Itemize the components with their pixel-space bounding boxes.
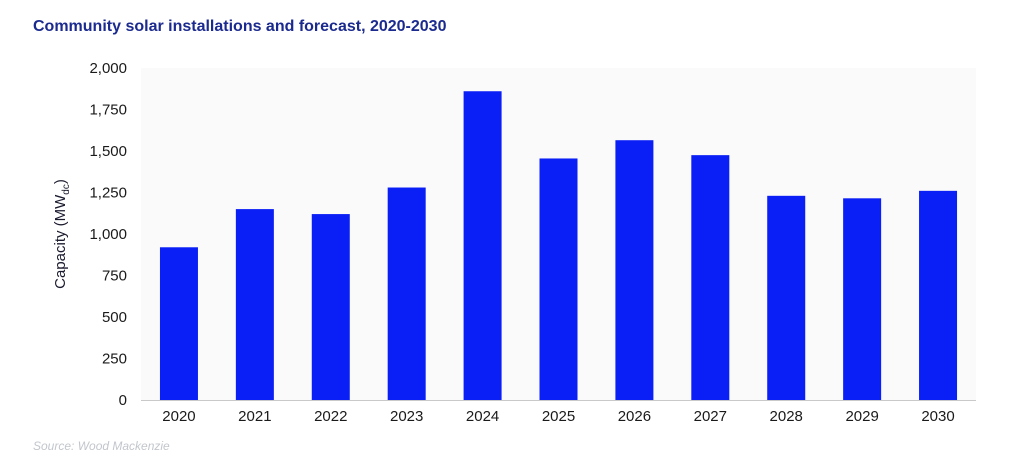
bar-2025 [539,158,578,400]
x-tick-label: 2023 [390,408,423,425]
y-tick-label: 1,250 [89,185,127,202]
bar-2020 [159,247,198,400]
y-tick-label: 2,000 [89,60,127,77]
y-axis-ticks: 0 250 500 750 1,000 1,250 1,500 1,750 2,000 [89,60,127,409]
x-tick-label: 2024 [466,408,499,425]
y-tick-label: 0 [119,392,127,409]
y-tick-label: 1,750 [89,102,127,119]
y-tick-label: 1,000 [89,226,127,243]
bar-2021 [235,209,274,400]
bars [159,91,958,401]
bar-2026 [615,140,654,400]
bar-2024 [463,91,502,401]
y-axis-label-main: Capacity (MW [52,194,69,289]
y-tick-label: 250 [102,351,127,368]
y-axis-label-subscript: dc [61,184,72,195]
x-tick-label: 2025 [542,408,575,425]
bar-2022 [311,214,350,400]
x-tick-label: 2027 [694,408,727,425]
bar-2028 [767,195,806,400]
bar-2027 [691,155,730,400]
y-tick-label: 750 [102,268,127,285]
bar-2023 [387,187,426,400]
x-tick-label: 2022 [314,408,347,425]
x-tick-label: 2029 [845,408,878,425]
x-tick-label: 2030 [921,408,954,425]
bar-2029 [843,198,882,400]
y-axis-label-close: ) [52,179,69,184]
x-tick-label: 2020 [162,408,195,425]
x-axis-ticks: 2020 2021 2022 2023 2024 2025 2026 2027 2028 2029… [162,408,954,425]
y-axis-label: Capacity (MWdc) [52,179,72,289]
y-tick-label: 1,500 [89,143,127,160]
x-tick-label: 2026 [618,408,651,425]
y-tick-label: 500 [102,309,127,326]
x-tick-label: 2028 [770,408,803,425]
chart-title: Community solar installations and foreca… [33,18,447,35]
bar-2030 [919,190,958,400]
source-note: Source: Wood Mackenzie [33,439,170,453]
x-tick-label: 2021 [238,408,271,425]
